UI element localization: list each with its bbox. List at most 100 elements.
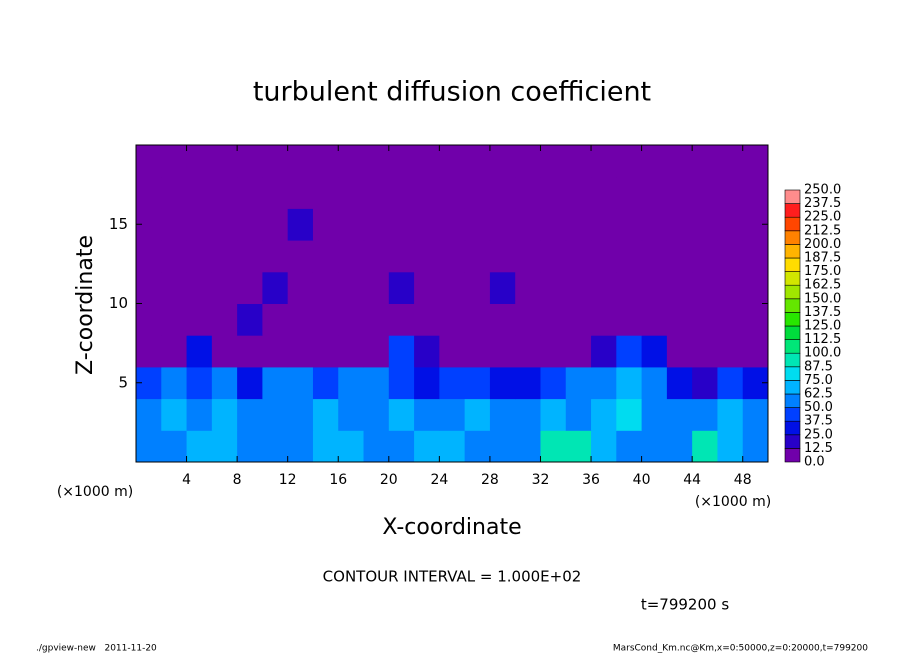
heatmap-cell [262,366,289,400]
colorbar-swatch [784,312,801,327]
heatmap-cell [414,303,440,336]
heatmap-cell [338,430,365,463]
heatmap-cell [287,335,314,368]
x-tick-label: 32 [532,472,550,488]
heatmap-cell [237,335,263,368]
heatmap-cell [515,303,541,336]
heatmap-cell [414,240,440,273]
heatmap-cell [414,271,440,304]
colorbar-label: 175.0 [804,264,841,279]
heatmap-cell [312,176,339,209]
heatmap-cell [515,430,541,463]
heatmap-cell [363,366,390,400]
heatmap-cell [616,240,643,273]
heatmap-cell [439,366,466,400]
heatmap-cell [388,303,415,336]
heatmap-cell [717,398,744,431]
heatmap-cell [439,335,466,368]
heatmap-cell [439,271,466,304]
heatmap-cell [540,430,567,463]
colorbar-swatch [784,434,801,449]
heatmap-cell [692,145,718,178]
heatmap-cell [161,398,188,431]
colorbar-label: 187.5 [804,251,841,266]
heatmap-cell [186,398,213,431]
heatmap-cell [363,398,390,431]
heatmap-cell [591,366,617,400]
heatmap-cell [312,303,339,336]
heatmap-cell [439,430,466,463]
heatmap-cell [312,208,339,241]
heatmap-cell [565,271,592,304]
heatmap-cell [565,366,592,400]
heatmap-cell [414,208,440,241]
colorbar-label: 125.0 [804,319,841,334]
heatmap-cell [388,240,415,273]
colorbar-label: 37.5 [804,414,833,429]
heatmap-cell [363,208,390,241]
heatmap-cell [414,366,440,400]
heatmap-cell [515,335,541,368]
heatmap-cell [136,398,162,431]
heatmap-cell [338,208,365,241]
heatmap-cell [136,303,162,336]
heatmap-cell [641,430,668,463]
heatmap-cell [439,176,466,209]
heatmap-cell [742,145,769,178]
heatmap-cell [211,335,238,368]
heatmap-cell [262,240,289,273]
colorbar-swatch [784,325,801,340]
heatmap-cell [641,366,668,400]
heatmap-cell [237,430,263,463]
heatmap-cell [363,335,390,368]
heatmap-cell [312,145,339,178]
colorbar-swatch [784,257,801,272]
heatmap-cell [616,366,643,400]
heatmap-cell [565,398,592,431]
colorbar-label: 12.5 [804,441,833,456]
heatmap-cell [565,145,592,178]
heatmap-cell [464,145,491,178]
heatmap-cell [489,240,516,273]
colorbar-label: 225.0 [804,210,841,225]
heatmap-cell [591,430,617,463]
heatmap-cell [692,430,718,463]
heatmap-cell [161,366,188,400]
colorbar-swatch [784,271,801,286]
heatmap-cell [186,208,213,241]
heatmap-cell [237,398,263,431]
heatmap-cell [464,176,491,209]
y-tick-label: 10 [109,294,128,312]
heatmap-cell [312,335,339,368]
heatmap-cell [161,176,188,209]
heatmap-cell [338,366,365,400]
heatmap-cell [489,271,516,304]
chart-title: turbulent diffusion coefficient [253,77,651,108]
heatmap-cell [211,208,238,241]
x-tick-label: 4 [182,472,191,488]
heatmap-cell [161,208,188,241]
colorbar-label: 87.5 [804,359,833,374]
x-tick-label: 36 [582,472,600,488]
heatmap-cell [717,208,744,241]
heatmap-cell [136,240,162,273]
heatmap-cell [338,398,365,431]
heatmap-cell [363,430,390,463]
heatmap-cell [540,176,567,209]
colorbar-swatch [784,380,801,395]
heatmap-cell [414,398,440,431]
heatmap-cell [136,271,162,304]
colorbar-label: 75.0 [804,373,833,388]
colorbar-swatch [784,244,801,259]
time-label: t=799200 s [641,596,729,614]
x-tick-label: 16 [329,472,347,488]
heatmap-cell [591,335,617,368]
x-tick-label: 20 [380,472,398,488]
heatmap-cell [717,430,744,463]
heatmap-cell [666,176,693,209]
heatmap-cell [717,366,744,400]
heatmap-cell [692,303,718,336]
heatmap-cell [692,366,718,400]
heatmap-cell [186,240,213,273]
colorbar-swatch [784,189,801,204]
